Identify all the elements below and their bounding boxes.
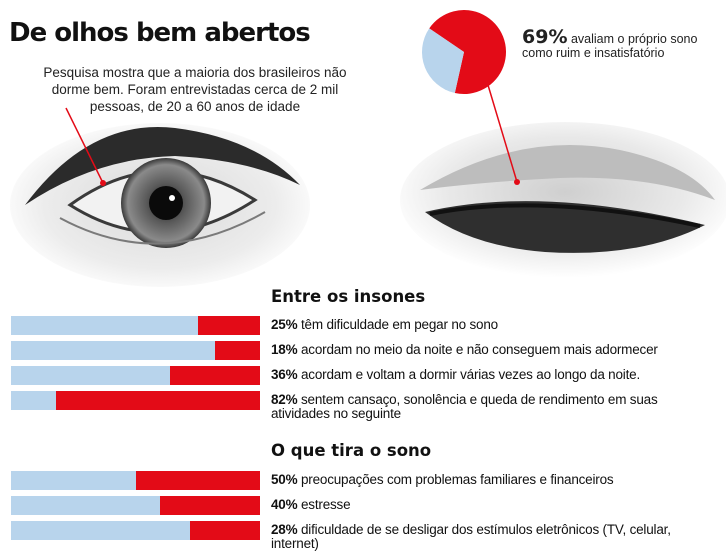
section-title-insones: Entre os insones [271,287,426,306]
bar-fill [197,316,260,335]
closed-eye [400,122,726,278]
row-insones-3: 36% acordam e voltam a dormir várias vez… [271,368,716,382]
pointer-line-right [487,84,518,183]
bar-sono-1 [11,471,260,490]
row-sono-3: 28% dificuldade de se desligar dos estím… [271,523,671,551]
row-label: acordam no meio da noite e não conseguem… [300,342,658,357]
row-label: dificuldade de se desligar dos estímulos… [271,522,671,551]
bar-insones-1 [11,316,260,335]
bar-fill [160,496,260,515]
pie-slice-1 [429,9,506,94]
section-title-sono: O que tira o sono [271,441,432,460]
top-stat-percent: 69% [522,26,568,48]
row-label: acordam e voltam a dormir várias vezes a… [300,367,641,382]
bar-insones-4 [11,391,260,410]
bar-fill [215,341,260,360]
eyes-illustration [10,9,726,287]
row-label: têm dificuldade em pegar no sono [300,317,498,332]
bar-fill [170,366,260,385]
row-label: preocupações com problemas familiares e … [300,472,614,487]
pointer-dot-left [100,180,106,186]
pointer-dot-right [514,179,520,185]
row-label: estresse [300,497,351,512]
row-percent: 36% [271,367,298,382]
page-subtitle: Pesquisa mostra que a maioria dos brasil… [43,65,347,114]
row-label: sentem cansaço, sonolência e queda de re… [271,392,658,421]
row-sono-1: 50% preocupações com problemas familiare… [271,473,716,487]
bar-fill [55,391,260,410]
page-title: De olhos bem abertos [9,18,311,48]
row-percent: 25% [271,317,298,332]
row-insones-2: 18% acordam no meio da noite e não conse… [271,343,716,357]
bar-insones-3 [11,366,260,385]
top-stat: 69% avaliam o próprio sono como ruim e i… [522,28,722,61]
row-insones-4: 82% sentem cansaço, sonolência e queda d… [271,393,691,421]
row-sono-2: 40% estresse [271,498,716,512]
row-percent: 18% [271,342,298,357]
bar-insones-2 [11,341,260,360]
bar-sono-3 [11,521,260,540]
bar-fill [190,521,260,540]
row-insones-1: 25% têm dificuldade em pegar no sono [271,318,716,332]
bar-fill [135,471,260,490]
pointer-line-left [65,107,104,184]
row-percent: 50% [271,472,298,487]
row-percent: 82% [271,392,298,407]
row-percent: 40% [271,497,298,512]
pie-chart [421,9,506,94]
top-stat-text: avaliam o próprio sono como ruim e insat… [522,32,698,60]
bar-sono-2 [11,496,260,515]
pie-slice-2 [421,28,464,93]
row-percent: 28% [271,522,298,537]
open-eye [10,123,310,287]
